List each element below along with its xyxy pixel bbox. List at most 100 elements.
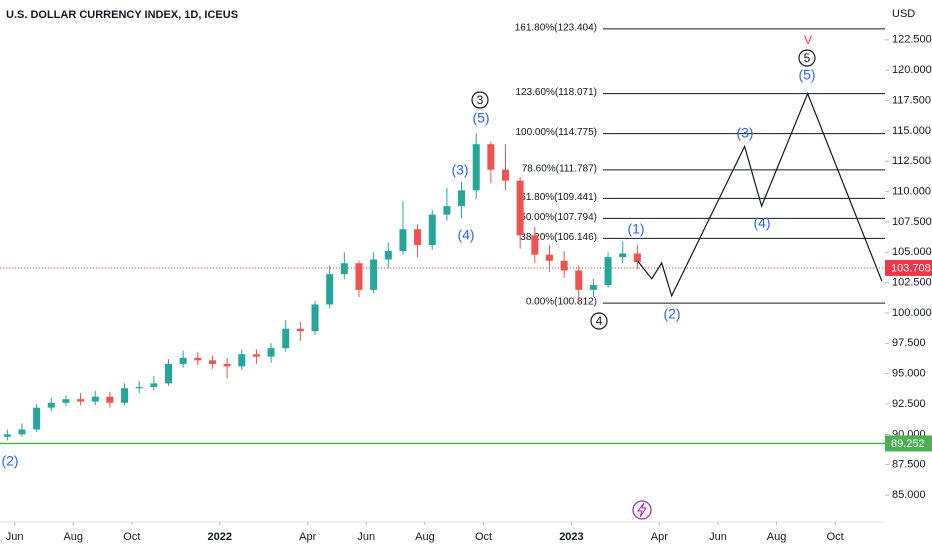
x-tick-label: Jun: [357, 531, 375, 543]
price-badge-label: 103.708: [891, 262, 931, 274]
fib-label: 161.80%(123.404): [515, 22, 597, 33]
fib-label: 0.00%(100.812): [526, 297, 597, 308]
candle-body: [296, 328, 304, 332]
candle-body: [208, 360, 216, 364]
candle-body: [589, 285, 597, 290]
wave-label: (3): [736, 125, 753, 141]
wave-label: (5): [798, 67, 815, 83]
x-tick-label: Aug: [767, 531, 787, 543]
wave-label: 3: [477, 93, 484, 107]
candle-body: [516, 180, 524, 236]
candle-body: [370, 259, 378, 290]
x-tick-label: Jun: [6, 531, 24, 543]
x-tick-label: Apr: [299, 531, 316, 543]
candle-body: [545, 254, 553, 261]
candle-body: [355, 263, 363, 290]
wave-label: 5: [804, 51, 811, 65]
candle-body: [399, 229, 407, 252]
candle-body: [33, 407, 41, 430]
x-tick-label: Jun: [709, 531, 727, 543]
x-tick-label: Aug: [415, 531, 435, 543]
candle-body: [150, 383, 158, 388]
candle-body: [121, 388, 129, 403]
candle-body: [3, 434, 11, 437]
candle-body: [267, 348, 275, 357]
candle-body: [238, 354, 246, 367]
chart-title: U.S. DOLLAR CURRENCY INDEX, 1D, ICEUS: [6, 9, 238, 21]
icon-circle[interactable]: [632, 500, 652, 520]
y-tick-label: 87.500: [892, 459, 926, 471]
candle-body: [414, 229, 422, 245]
candle-body: [458, 190, 466, 207]
candle-body: [487, 144, 495, 170]
wave-circle: [590, 312, 608, 330]
candle-body: [560, 260, 568, 271]
candle-body: [179, 357, 187, 364]
wave-label: (5): [472, 110, 489, 126]
candle-body: [604, 257, 612, 286]
wave-label: (2): [663, 306, 680, 322]
fib-label: 78.60%(111.787): [522, 164, 597, 175]
wave-projection: [637, 91, 883, 298]
candle-body: [326, 274, 334, 305]
candle-body: [223, 363, 231, 367]
price-badge: [885, 259, 932, 276]
x-tick-label: Aug: [63, 531, 83, 543]
y-tick-label: 110.000: [892, 185, 931, 197]
candle-body: [282, 328, 290, 349]
fib-label: 38.20%(106.146): [520, 232, 597, 243]
candle-body: [472, 144, 480, 191]
candle-body: [165, 363, 173, 384]
x-tick-label: 2022: [208, 531, 232, 543]
wave-label: (4): [457, 227, 474, 243]
y-tick-label: 107.500: [892, 216, 932, 228]
candle-body: [575, 270, 583, 290]
candle-body: [633, 253, 641, 262]
candle-body: [428, 214, 436, 245]
fib-label: 50.00%(107.794): [520, 212, 597, 223]
candle-body: [18, 429, 26, 435]
candle-body: [194, 357, 202, 361]
y-tick-label: 112.500: [892, 155, 931, 167]
fib-label: 123.60%(118.071): [515, 87, 597, 98]
y-tick-label: 122.500: [892, 34, 932, 46]
alert-icon[interactable]: [632, 500, 652, 520]
y-tick-label: 92.500: [892, 398, 926, 410]
y-tick-label: 95.000: [892, 368, 926, 380]
wave-label: 4: [596, 314, 603, 328]
fib-label: 61.80%(109.441): [520, 192, 597, 203]
wave-circle: [798, 49, 816, 67]
y-tick-label: 120.000: [892, 64, 932, 76]
y-tick-label: 85.000: [892, 489, 926, 501]
y-tick-label: 97.500: [892, 337, 926, 349]
candle-body: [135, 387, 143, 389]
x-tick-label: Oct: [123, 531, 140, 543]
currency-label: USD: [892, 8, 915, 20]
y-tick-label: 102.500: [892, 277, 932, 289]
candle-body: [531, 235, 539, 255]
y-tick-label: 115.000: [892, 125, 931, 137]
icon-bolt[interactable]: [637, 502, 647, 518]
candle-body: [252, 354, 260, 357]
x-tick-label: Oct: [475, 531, 492, 543]
x-tick-label: Oct: [827, 531, 844, 543]
y-tick-label: 105.000: [892, 246, 932, 258]
candle-body: [340, 263, 348, 275]
wave-circle: [471, 91, 489, 109]
wave-label: (1): [627, 221, 644, 237]
candle-body: [91, 396, 99, 402]
candle-body: [443, 206, 451, 215]
price-badge: [885, 435, 932, 452]
candle-body: [77, 399, 85, 402]
candle-body: [619, 253, 627, 258]
price-badge-label: 89.252: [891, 438, 925, 450]
wave-label: (2): [1, 453, 18, 469]
candle-body: [384, 251, 392, 260]
wave-label: (4): [753, 215, 770, 231]
candle-body: [311, 304, 319, 332]
wave-label: V: [804, 33, 812, 47]
candle-body: [106, 396, 114, 403]
candle-body: [502, 169, 510, 181]
